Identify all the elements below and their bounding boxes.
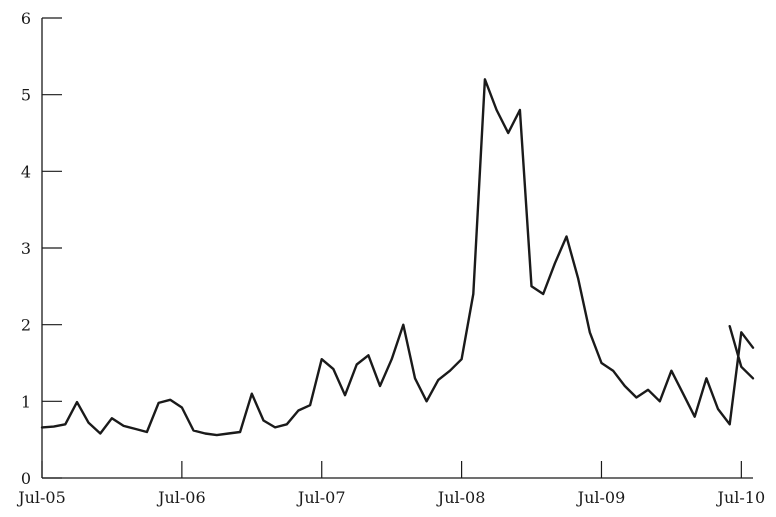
series-line-0: [40, 78, 755, 437]
x-tick-label: Jul-10: [716, 488, 766, 507]
x-tick-label: Jul-08: [436, 488, 486, 507]
x-axis: Jul-05 Jul-06 Jul-07 Jul-08 Jul-09 Jul-10: [16, 461, 765, 507]
plot-area: [40, 78, 755, 437]
y-tick-label: 1: [21, 392, 31, 411]
x-tick-label: Jul-07: [296, 488, 346, 507]
y-tick-label: 3: [21, 239, 31, 258]
x-tick-label: Jul-09: [576, 488, 626, 507]
x-tick-label: Jul-06: [156, 488, 206, 507]
y-tick-label: 0: [21, 469, 31, 488]
y-tick-label: 5: [21, 86, 31, 105]
series-line-1: [728, 325, 755, 380]
x-tick-label: Jul-05: [16, 488, 66, 507]
y-axis: 0 1 2 3 4 5 6: [21, 9, 62, 488]
y-tick-label: 2: [21, 316, 31, 335]
y-tick-label: 4: [21, 162, 31, 181]
y-tick-label: 6: [21, 9, 31, 28]
